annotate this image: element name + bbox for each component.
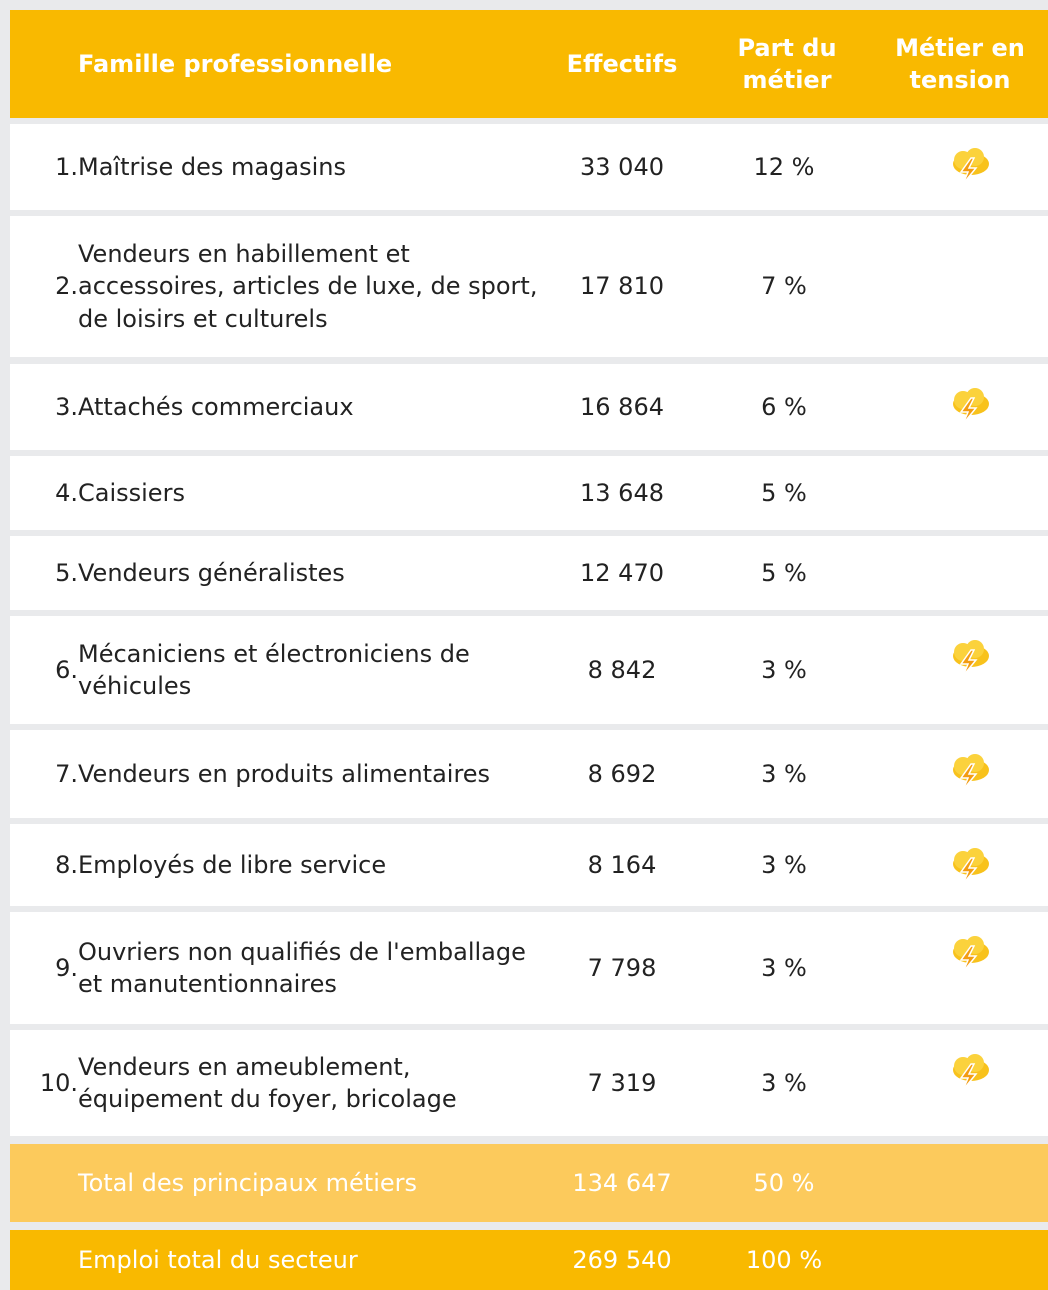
tension-icon xyxy=(890,912,1048,1024)
lightning-cloud xyxy=(953,388,989,425)
effectifs: 17 810 xyxy=(580,272,664,301)
part: 3 % xyxy=(761,759,807,788)
part: 3 % xyxy=(761,655,807,684)
tension-icon xyxy=(890,616,1048,724)
effectifs: 8 164 xyxy=(587,850,657,879)
rank: 2. xyxy=(55,272,78,301)
job-label: Vendeurs en habillement et accessoires, … xyxy=(78,239,538,333)
header-cell: Effectifs xyxy=(566,49,678,78)
part: 3 % xyxy=(761,850,807,879)
part: 12 % xyxy=(753,152,815,181)
lightning-cloud xyxy=(953,848,989,885)
effectifs: 16 864 xyxy=(580,392,664,421)
table-row: 4. Caissiers 13 648 5 % xyxy=(10,456,1048,530)
effectifs: 8 842 xyxy=(587,655,657,684)
total-part: 50 % xyxy=(753,1168,815,1197)
job-label: Vendeurs en produits alimentaires xyxy=(78,759,491,788)
effectifs: 8 692 xyxy=(587,759,657,788)
rank: 3. xyxy=(55,392,78,421)
header-cell: Part du métier xyxy=(737,33,837,94)
effectifs: 12 470 xyxy=(580,558,664,587)
total-label: Total des principaux métiers xyxy=(78,1168,417,1197)
rank: 1. xyxy=(55,152,78,181)
total-label: Emploi total du secteur xyxy=(78,1245,358,1274)
header-cell: Métier en tension xyxy=(895,33,1025,94)
header-cell: Famille professionnelle xyxy=(78,49,393,78)
part: 5 % xyxy=(761,478,807,507)
effectifs: 13 648 xyxy=(580,478,664,507)
tension-icon xyxy=(890,1030,1048,1136)
job-label: Vendeurs en ameublement, équipement du f… xyxy=(78,1052,457,1113)
rank: 7. xyxy=(55,759,78,788)
table-row: 7. Vendeurs en produits alimentaires 8 692… xyxy=(10,730,1048,818)
table-row: 2. Vendeurs en habillement et accessoires… xyxy=(10,216,1048,357)
job-label: Ouvriers non qualifiés de l'emballage et… xyxy=(78,937,526,998)
part: 3 % xyxy=(761,1068,807,1097)
rank: 10. xyxy=(39,1068,78,1097)
job-label: Maîtrise des magasins xyxy=(78,152,346,181)
tension-icon xyxy=(890,124,1048,210)
part: 3 % xyxy=(761,953,807,982)
lightning-cloud xyxy=(953,148,989,185)
lightning-cloud xyxy=(953,1054,989,1091)
part: 5 % xyxy=(761,558,807,587)
job-label: Caissiers xyxy=(78,478,185,507)
part: 6 % xyxy=(761,392,807,421)
job-label: Mécaniciens et électroniciens de véhicul… xyxy=(78,639,470,700)
total-row: Emploi total du secteur 269 540 100 % xyxy=(10,1230,1048,1290)
lightning-cloud xyxy=(953,936,989,973)
table-row: 10. Vendeurs en ameublement, équipement d… xyxy=(10,1030,1048,1136)
total-effectifs: 134 647 xyxy=(572,1168,672,1197)
job-label: Vendeurs généralistes xyxy=(78,558,345,587)
effectifs: 7 319 xyxy=(587,1068,657,1097)
effectifs: 33 040 xyxy=(580,152,664,181)
total-part: 100 % xyxy=(745,1245,823,1274)
lightning-cloud xyxy=(953,640,989,677)
rank: 9. xyxy=(55,953,78,982)
header-row: Famille professionnelle Effectifs Part du … xyxy=(10,10,1048,118)
table-row: 3. Attachés commerciaux 16 864 6 % xyxy=(10,364,1048,450)
job-label: Attachés commerciaux xyxy=(78,392,354,421)
lightning-cloud xyxy=(953,754,989,791)
table-row: 5. Vendeurs généralistes 12 470 5 % xyxy=(10,536,1048,610)
tension-icon xyxy=(890,730,1048,818)
rank: 5. xyxy=(55,558,78,587)
tension-icon xyxy=(890,364,1048,450)
effectifs: 7 798 xyxy=(587,953,657,982)
table-row: 6. Mécaniciens et électroniciens de véhic… xyxy=(10,616,1048,724)
table-row: 8. Employés de libre service 8 164 3 % xyxy=(10,824,1048,906)
part: 7 % xyxy=(761,272,807,301)
rank: 8. xyxy=(55,850,78,879)
tension-icon xyxy=(890,824,1048,906)
job-label: Employés de libre service xyxy=(78,850,387,879)
total-effectifs: 269 540 xyxy=(572,1245,672,1274)
rank: 4. xyxy=(55,478,78,507)
table-row: 1. Maîtrise des magasins 33 040 12 % xyxy=(10,124,1048,210)
rank: 6. xyxy=(55,655,78,684)
total-row: Total des principaux métiers 134 647 50 % xyxy=(10,1144,1048,1222)
table-row: 9. Ouvriers non qualifiés de l'emballage … xyxy=(10,912,1048,1024)
